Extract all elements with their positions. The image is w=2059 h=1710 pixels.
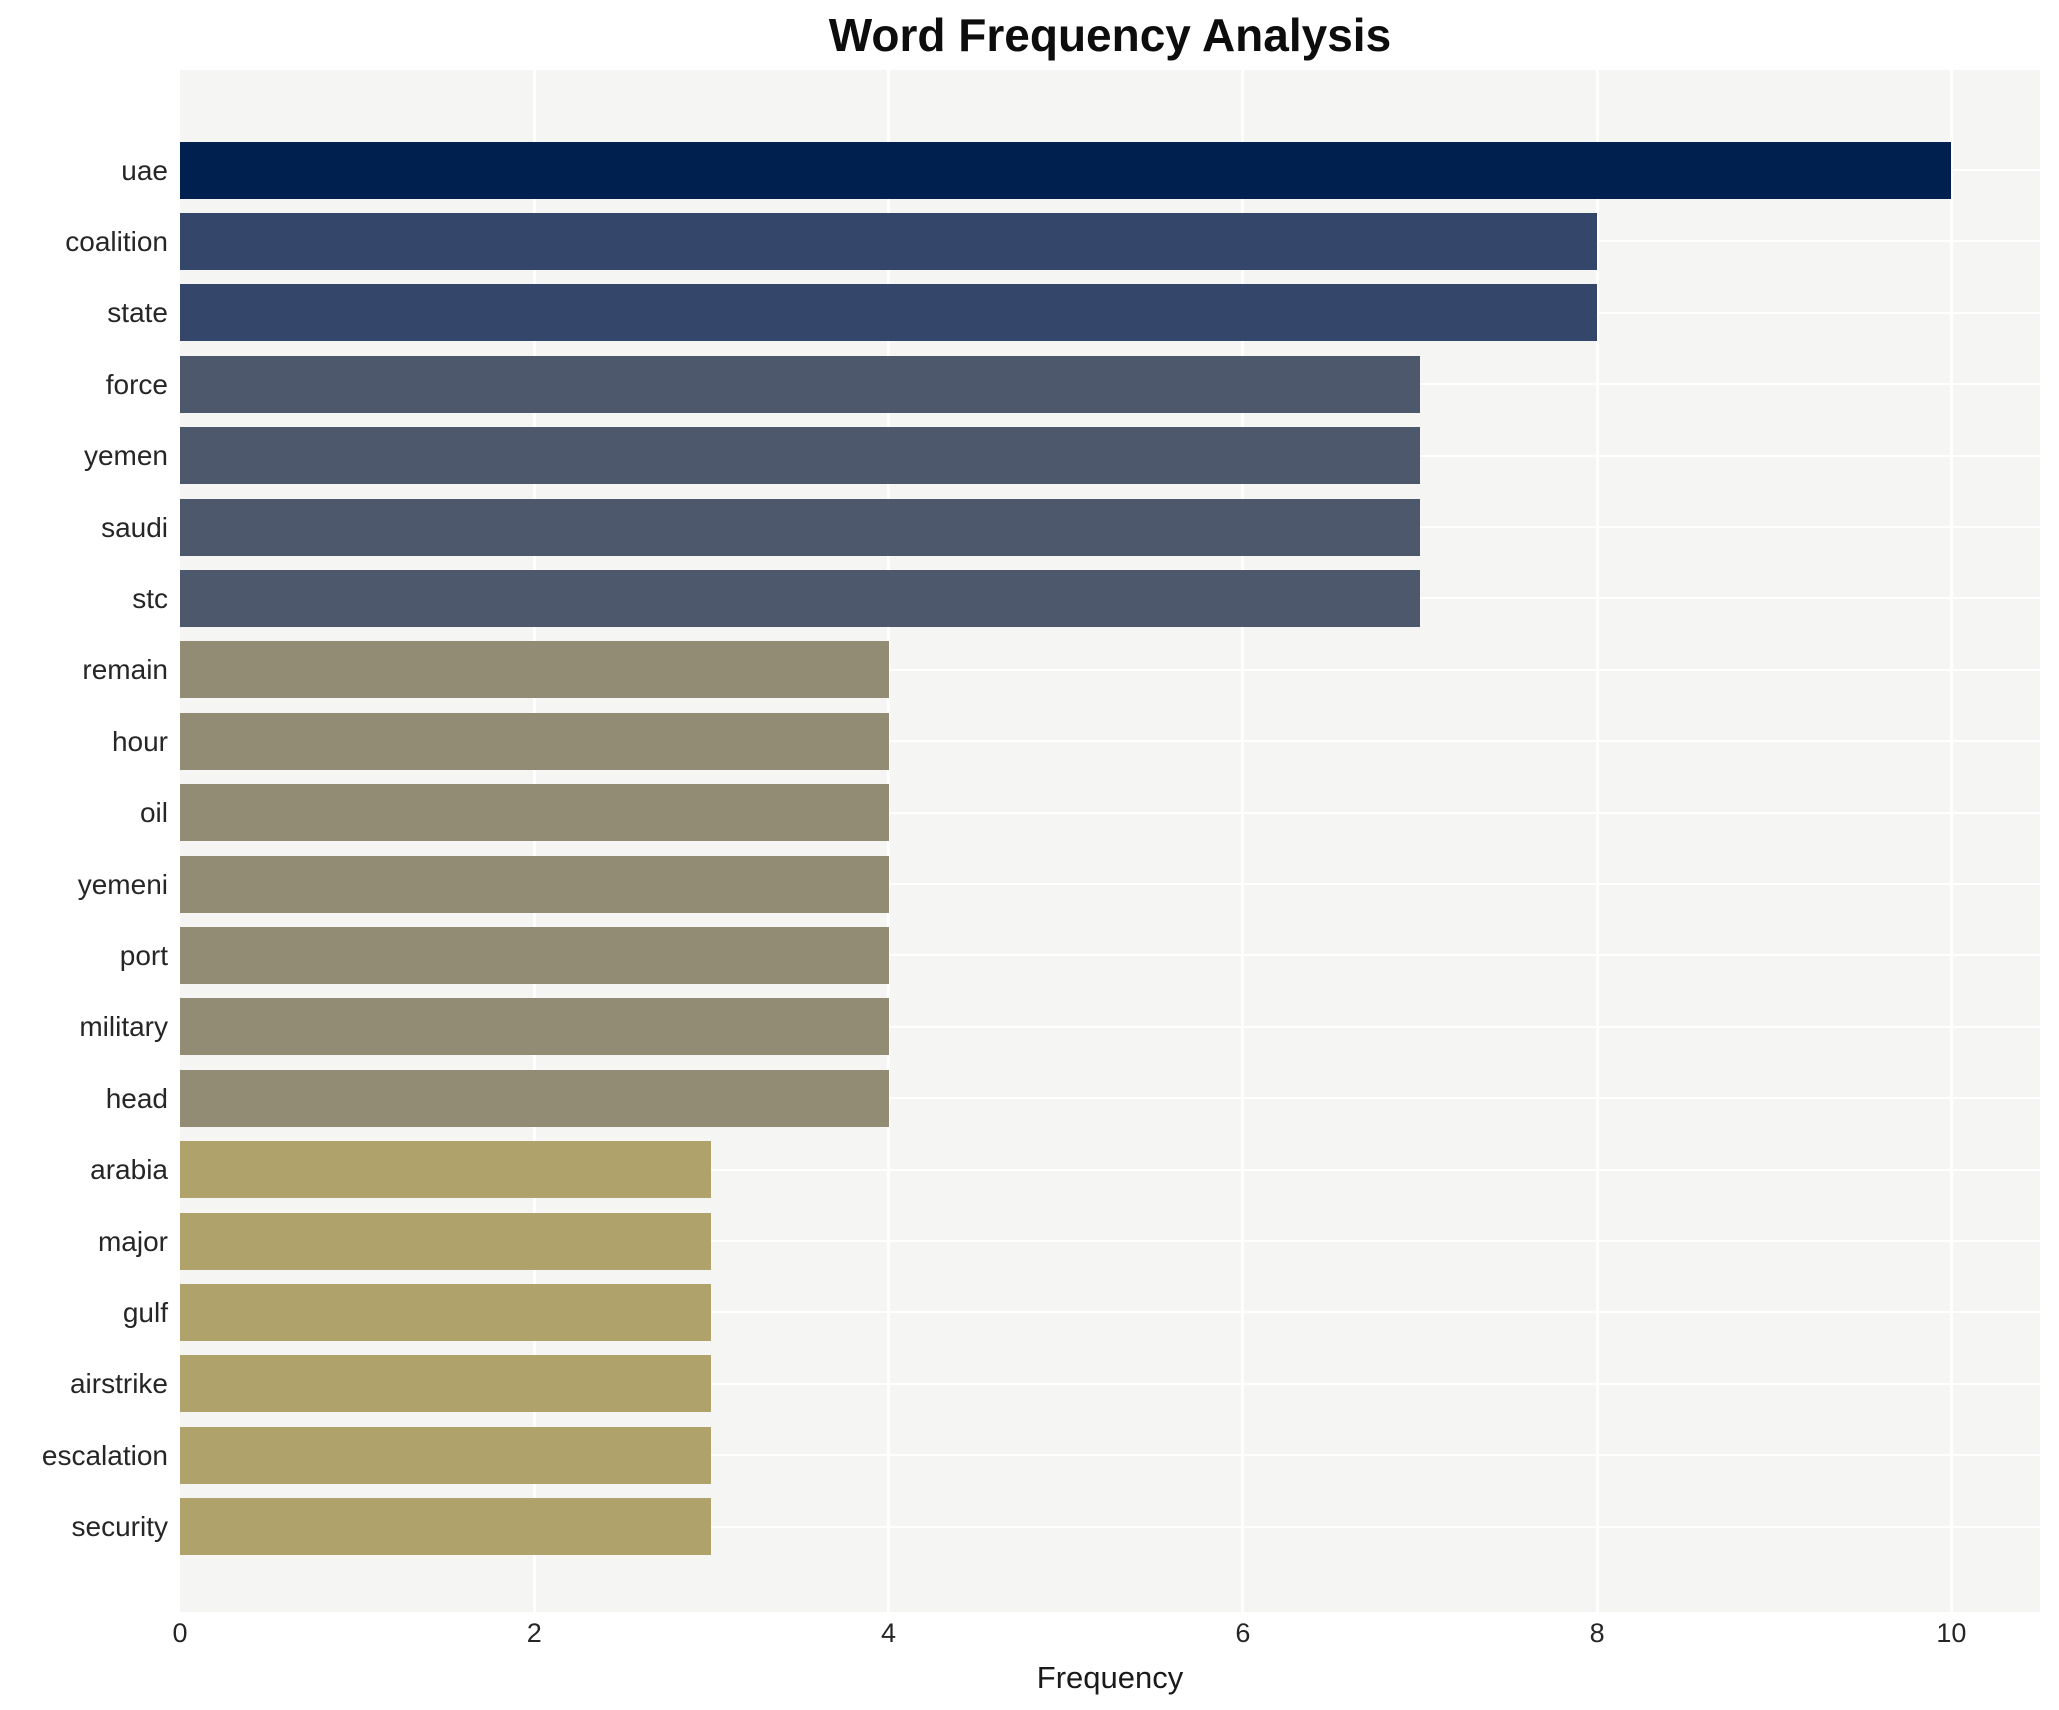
bar-yemen [180,427,1420,485]
y-tick-label-security: security [71,1511,168,1543]
bar-escalation [180,1426,712,1484]
y-gridline [180,811,2040,814]
y-tick-label-remain: remain [82,654,168,686]
bar-military [180,998,889,1056]
y-gridline [180,1311,2040,1314]
bar-port [180,926,889,984]
x-tick-label-4: 4 [881,1618,897,1648]
y-tick-label-arabia: arabia [90,1154,168,1186]
x-gridline [1595,70,1599,1612]
y-tick-label-head: head [105,1082,168,1114]
bar-security [180,1498,712,1556]
y-tick-label-oil: oil [139,797,168,829]
y-tick-label-yemen: yemen [83,440,168,472]
y-gridline [180,1168,2040,1171]
x-tick-label-2: 2 [526,1618,542,1648]
bar-arabia [180,1141,712,1199]
x-axis-title: Frequency [1036,1660,1184,1695]
y-gridline [180,1525,2040,1528]
bar-state [180,284,1598,342]
x-tick-label-6: 6 [1235,1618,1251,1648]
y-tick-label-force: force [105,368,168,400]
y-gridline [180,668,2040,671]
bar-head [180,1069,889,1127]
y-gridline [180,954,2040,957]
y-tick-label-saudi: saudi [101,511,168,543]
y-tick-label-escalation: escalation [41,1439,168,1471]
y-tick-label-coalition: coalition [65,225,168,257]
y-gridline [180,1097,2040,1100]
y-tick-label-airstrike: airstrike [69,1368,168,1400]
y-gridline [180,1025,2040,1028]
bar-stc [180,569,1420,627]
y-tick-label-hour: hour [111,725,168,757]
bar-yemeni [180,855,889,913]
y-tick-label-yemeni: yemeni [77,868,168,900]
bar-gulf [180,1283,712,1341]
y-tick-label-stc: stc [132,582,168,614]
bar-hour [180,712,889,770]
y-gridline [180,1454,2040,1457]
y-gridline [180,883,2040,885]
y-gridline [180,1382,2040,1385]
bar-oil [180,784,889,842]
bar-airstrike [180,1355,712,1413]
x-gridline [887,70,891,1612]
bar-uae [180,141,1952,199]
y-gridline [180,1240,2040,1242]
bar-force [180,355,1420,413]
x-gridline [1949,70,1953,1612]
y-tick-label-major: major [97,1225,168,1257]
y-gridline [180,740,2040,743]
bar-coalition [180,212,1598,270]
y-tick-label-military: military [79,1011,168,1043]
x-tick-label-0: 0 [172,1618,188,1648]
y-tick-label-port: port [119,939,168,971]
bar-major [180,1212,712,1270]
y-tick-label-state: state [107,297,168,329]
x-tick-label-10: 10 [1936,1618,1967,1648]
y-tick-label-uae: uae [121,154,168,186]
x-tick-label-8: 8 [1589,1618,1605,1648]
bar-remain [180,641,889,699]
y-tick-label-gulf: gulf [122,1296,168,1328]
plot-area [180,70,2040,1612]
chart-title: Word Frequency Analysis [828,9,1392,61]
bar-saudi [180,498,1420,556]
x-gridline [1241,70,1245,1612]
